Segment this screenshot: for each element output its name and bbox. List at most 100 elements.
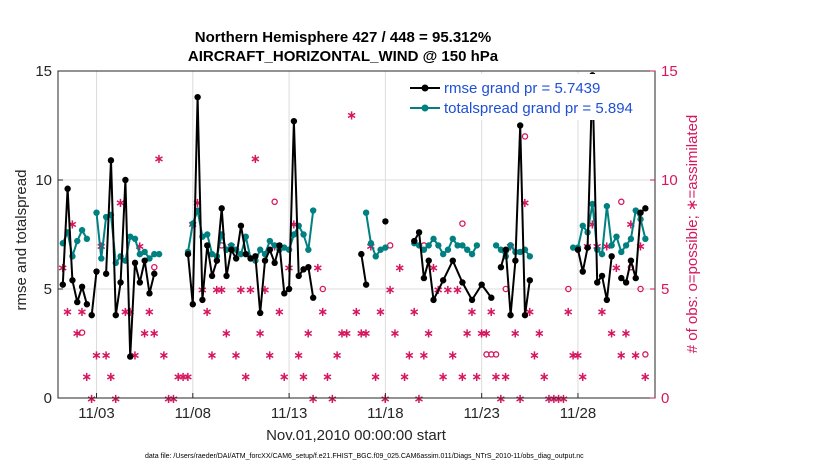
obs-assimilated-marker: ∗ bbox=[72, 327, 83, 342]
series-point-rmse bbox=[579, 268, 586, 275]
series-point-rmse bbox=[257, 309, 264, 317]
legend-label-rmse: rmse grand pr = 5.7439 bbox=[444, 80, 600, 97]
series-point-rmse bbox=[309, 294, 317, 301]
obs-possible-marker bbox=[642, 351, 649, 358]
obs-assimilated-marker: ∗ bbox=[611, 261, 622, 276]
obs-possible-marker bbox=[459, 220, 466, 227]
obs-assimilated-marker: ∗ bbox=[115, 196, 126, 211]
obs-assimilated-marker: ∗ bbox=[635, 239, 646, 254]
series-point-totalspread bbox=[136, 250, 144, 258]
series-point-totalspread bbox=[579, 222, 586, 229]
series-point-totalspread bbox=[516, 248, 524, 256]
obs-assimilated-marker: ∗ bbox=[144, 305, 155, 320]
obs-assimilated-marker: ∗ bbox=[568, 348, 579, 363]
series-point-rmse bbox=[93, 268, 100, 275]
obs-assimilated-marker: ∗ bbox=[322, 370, 333, 385]
obs-assimilated-marker: ∗ bbox=[601, 239, 612, 254]
chart-subtitle: AIRCRAFT_HORIZONTAL_WIND @ 150 hPa bbox=[188, 48, 499, 65]
obs-assimilated-marker: ∗ bbox=[491, 370, 502, 385]
series-point-rmse bbox=[127, 353, 134, 360]
obs-assimilated-marker: ∗ bbox=[250, 152, 261, 167]
obs-possible-marker bbox=[637, 285, 644, 293]
series-point-totalspread bbox=[449, 235, 456, 243]
series-point-totalspread bbox=[459, 242, 466, 249]
obs-possible-marker bbox=[492, 351, 500, 358]
obs-assimilated-marker: ∗ bbox=[476, 327, 487, 342]
y-axis-right-label: # of obs: o=possible; ∗=assimilated bbox=[684, 115, 701, 354]
series-point-rmse bbox=[102, 270, 110, 277]
obs-assimilated-marker: ∗ bbox=[625, 218, 636, 233]
obs-assimilated-marker: ∗ bbox=[279, 370, 290, 385]
series-point-rmse bbox=[512, 257, 519, 264]
obs-assimilated-marker: ∗ bbox=[404, 348, 415, 363]
series-point-rmse bbox=[151, 270, 158, 277]
series-point-totalspread bbox=[74, 237, 81, 245]
series-point-rmse bbox=[285, 285, 293, 293]
series-point-rmse bbox=[107, 157, 115, 164]
series-point-rmse bbox=[382, 218, 389, 225]
obs-assimilated-marker: ∗ bbox=[462, 327, 473, 342]
obs-assimilated-marker: ∗ bbox=[341, 327, 352, 342]
series-point-rmse bbox=[218, 205, 225, 212]
series-point-totalspread bbox=[464, 246, 471, 253]
series-point-totalspread bbox=[362, 209, 370, 216]
series-point-rmse bbox=[74, 298, 81, 306]
series-point-rmse bbox=[642, 205, 649, 212]
obs-assimilated-marker: ∗ bbox=[221, 327, 232, 342]
obs-possible-marker bbox=[151, 263, 158, 271]
series-point-rmse bbox=[449, 257, 456, 264]
series-point-rmse bbox=[208, 272, 216, 280]
series-point-rmse bbox=[295, 272, 302, 280]
series-point-rmse bbox=[131, 259, 139, 267]
obs-assimilated-marker: ∗ bbox=[202, 305, 213, 320]
obs-assimilated-marker: ∗ bbox=[260, 283, 271, 298]
obs-assimilated-marker: ∗ bbox=[293, 348, 304, 363]
obs-assimilated-marker: ∗ bbox=[414, 392, 425, 407]
obs-assimilated-marker: ∗ bbox=[495, 392, 506, 407]
series-point-rmse bbox=[141, 257, 148, 264]
obs-possible-marker bbox=[78, 329, 86, 336]
obs-possible-marker bbox=[565, 285, 572, 293]
obs-possible-marker bbox=[319, 285, 327, 293]
series-point-rmse bbox=[608, 253, 615, 260]
series-point-totalspread bbox=[618, 248, 625, 256]
legend-marker-rmse bbox=[421, 84, 429, 92]
obs-assimilated-marker: ∗ bbox=[337, 327, 348, 342]
obs-assimilated-marker: ∗ bbox=[380, 392, 391, 407]
series-point-rmse bbox=[223, 272, 230, 280]
obs-assimilated-marker: ∗ bbox=[481, 327, 492, 342]
obs-assimilated-marker: ∗ bbox=[168, 392, 179, 407]
obs-assimilated-marker: ∗ bbox=[120, 305, 131, 320]
series-point-totalspread bbox=[208, 250, 216, 258]
obs-assimilated-marker: ∗ bbox=[630, 348, 641, 363]
x-tick-label: 11/18 bbox=[367, 405, 403, 422]
obs-assimilated-marker: ∗ bbox=[207, 348, 218, 363]
x-tick-label: 11/28 bbox=[560, 405, 596, 422]
y-right-tick-label: 15 bbox=[661, 63, 678, 80]
series-point-rmse bbox=[415, 229, 423, 236]
series-point-rmse bbox=[232, 255, 240, 262]
obs-possible-marker bbox=[521, 133, 529, 140]
series-point-totalspread bbox=[281, 244, 288, 251]
footnote: data file: /Users/raeder/DAI/ATM_forcXX/… bbox=[145, 453, 584, 460]
obs-assimilated-marker: ∗ bbox=[544, 392, 555, 407]
series-point-rmse bbox=[112, 311, 119, 319]
obs-assimilated-marker: ∗ bbox=[139, 327, 150, 342]
obs-assimilated-marker: ∗ bbox=[91, 348, 102, 363]
y-tick-label: 15 bbox=[35, 63, 52, 80]
obs-assimilated-marker: ∗ bbox=[183, 370, 194, 385]
obs-assimilated-marker: ∗ bbox=[558, 392, 569, 407]
legend-box bbox=[396, 74, 652, 120]
series-point-rmse bbox=[637, 209, 644, 216]
obs-assimilated-marker: ∗ bbox=[245, 283, 256, 298]
obs-assimilated-marker: ∗ bbox=[534, 327, 545, 342]
series-point-totalspread bbox=[242, 233, 249, 240]
series-point-totalspread bbox=[204, 231, 211, 238]
obs-assimilated-marker: ∗ bbox=[264, 348, 275, 363]
series-point-totalspread bbox=[526, 253, 534, 260]
obs-assimilated-marker: ∗ bbox=[163, 392, 174, 407]
y-tick-label: 0 bbox=[44, 390, 52, 407]
obs-assimilated-marker: ∗ bbox=[77, 305, 88, 320]
series-point-totalspread bbox=[430, 235, 437, 243]
